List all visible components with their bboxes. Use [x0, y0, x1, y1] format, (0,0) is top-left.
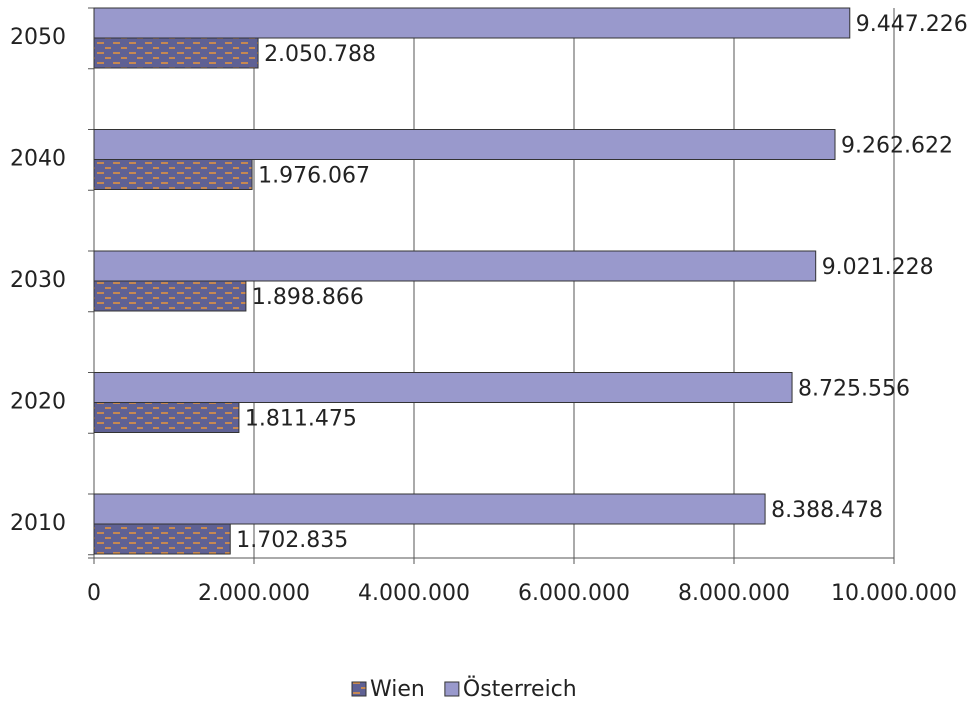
- bar: [93, 129, 836, 160]
- legend-swatch: [351, 681, 367, 697]
- legend-label: Wien: [370, 677, 425, 702]
- bar: [93, 7, 851, 39]
- value-label: 2.050.788: [264, 42, 376, 67]
- value-label: 9.447.226: [856, 12, 968, 37]
- legend-label: Österreich: [463, 676, 577, 702]
- x-tick-label: 8.000.000: [678, 581, 790, 606]
- bar: [93, 372, 793, 403]
- value-label: 9.021.228: [822, 255, 934, 280]
- value-label: 9.262.622: [841, 134, 953, 159]
- y-tick-label: 2030: [10, 268, 66, 293]
- bar: [93, 250, 817, 282]
- value-label: 1.702.835: [236, 528, 348, 553]
- bar: [93, 493, 766, 525]
- value-label: 8.725.556: [798, 377, 910, 402]
- bar: [93, 523, 231, 555]
- y-tick-label: 2010: [10, 511, 66, 536]
- x-tick-label: 0: [87, 581, 101, 606]
- x-tick-label: 4.000.000: [358, 581, 470, 606]
- x-tick-label: 6.000.000: [518, 581, 630, 606]
- x-tick-label: 2.000.000: [198, 581, 310, 606]
- legend-swatch: [444, 681, 460, 697]
- bar: [93, 37, 259, 69]
- value-label: 1.811.475: [245, 407, 357, 432]
- value-label: 1.976.067: [258, 164, 370, 189]
- y-tick-label: 2040: [10, 147, 66, 172]
- bar: [93, 159, 253, 190]
- y-tick-label: 2020: [10, 390, 66, 415]
- value-label: 8.388.478: [771, 498, 883, 523]
- bar: [93, 280, 247, 312]
- value-label: 1.898.866: [252, 285, 364, 310]
- bar: [93, 402, 240, 433]
- x-tick-label: 10.000.000: [831, 581, 957, 606]
- y-tick-label: 2050: [10, 25, 66, 50]
